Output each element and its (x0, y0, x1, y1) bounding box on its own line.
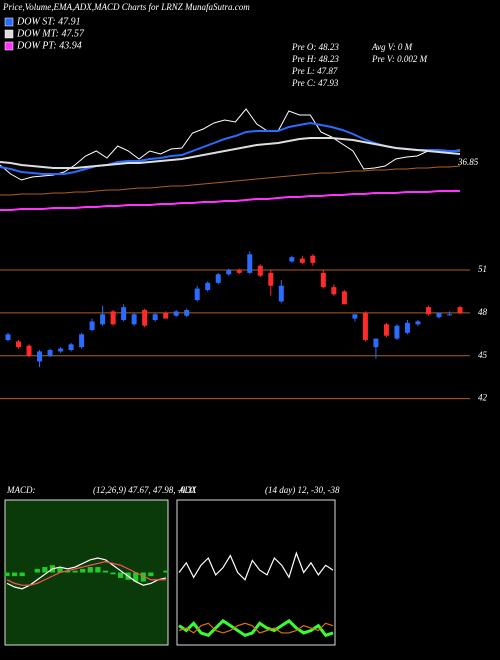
page-title: Price,Volume,EMA,ADX,MACD Charts for LRN… (2, 2, 250, 12)
histogram-bar (87, 567, 93, 573)
indicator-line (6, 557, 167, 590)
candle-body (247, 254, 253, 273)
panel-frame (176, 499, 336, 646)
indicator-line (178, 622, 334, 634)
histogram-bar (140, 572, 146, 582)
candle-body (394, 325, 400, 339)
legend-swatch (4, 29, 14, 39)
candle-body (194, 288, 200, 300)
y-tick-label: 48 (478, 307, 488, 317)
candle-body (310, 255, 316, 263)
panel-subtitle: (12,26,9) 47.67, 47.98, -0.31 (93, 485, 197, 495)
legend-swatch (4, 17, 14, 27)
histogram-bar (57, 567, 63, 573)
candle-body (173, 311, 179, 316)
candle-body (47, 350, 53, 356)
histogram-bar (163, 570, 169, 573)
histogram-bar (117, 572, 124, 578)
candle-body (131, 314, 137, 325)
candle-body (163, 312, 169, 319)
candle-body (89, 321, 95, 330)
info-text: Pre V: 0.002 M (371, 54, 428, 64)
candle-body (26, 345, 32, 356)
price-line (0, 165, 461, 196)
histogram-bar (64, 570, 71, 573)
legend-label: DOW PT: 43.94 (16, 40, 82, 51)
candle-body (5, 334, 11, 340)
candle-body (268, 272, 274, 286)
price-line (0, 108, 461, 181)
candle-body (100, 314, 106, 325)
price-line (0, 190, 460, 211)
candle-body (278, 285, 284, 302)
candle-body (68, 344, 74, 350)
indicator-line (6, 561, 166, 586)
candle-body (331, 287, 337, 295)
candle-body (320, 272, 326, 288)
candle-body (457, 307, 463, 313)
candle-body (205, 282, 211, 290)
y-tick-label: 45 (478, 350, 488, 360)
candle-body (373, 338, 379, 348)
info-text: Pre C: 47.93 (291, 78, 339, 88)
candle-body (79, 334, 85, 348)
candle-body (215, 274, 221, 283)
panel-title: ADX (178, 485, 197, 495)
histogram-bar (72, 570, 78, 573)
histogram-bar (110, 572, 116, 575)
info-text: Pre L: 47.87 (291, 66, 338, 76)
candle-body (425, 307, 431, 315)
histogram-bar (4, 572, 10, 577)
histogram-bar (34, 568, 40, 573)
histogram-bar (19, 572, 25, 577)
candle-body (289, 257, 295, 262)
y-tick-label: 42 (478, 393, 488, 403)
indicator-line (178, 551, 334, 581)
candle-body (341, 291, 347, 305)
candle-body (257, 265, 263, 276)
legend-label: DOW MT: 47.57 (16, 28, 85, 39)
legend-swatch (4, 41, 14, 51)
candle-body (58, 348, 64, 352)
histogram-bar (80, 568, 86, 573)
histogram-bar (148, 572, 154, 577)
info-text: Avg V: 0 M (371, 42, 413, 52)
histogram-bar (95, 567, 101, 573)
panel-subtitle: (14 day) 12, -30, -38 (265, 485, 340, 495)
candle-body (236, 270, 242, 273)
y-tick-label: 51 (478, 264, 487, 274)
info-text: Pre H: 48.23 (291, 54, 339, 64)
candle-body (404, 322, 410, 333)
legend-label: DOW ST: 47.91 (16, 16, 81, 27)
candle-body (436, 312, 442, 318)
candle-body (446, 314, 452, 316)
candle-body (184, 310, 190, 316)
candle-body (16, 341, 22, 348)
histogram-bar (133, 572, 139, 582)
info-text: Pre O: 48.23 (291, 42, 339, 52)
indicator-line (178, 618, 334, 638)
candle-body (226, 270, 232, 275)
candle-body (37, 351, 43, 362)
candle-body (383, 324, 389, 336)
candle-body (362, 312, 368, 340)
histogram-bar (102, 570, 109, 573)
candle-body (121, 307, 127, 320)
panel-title: MACD: (6, 485, 36, 495)
candle-body (142, 310, 148, 326)
candle-body (110, 311, 116, 325)
annotation: 36.85 (457, 157, 479, 167)
histogram-bar (11, 572, 18, 577)
price-line (0, 121, 460, 175)
price-line (0, 137, 461, 169)
candle-body (152, 314, 158, 320)
candle-body (299, 258, 305, 263)
histogram-bar (42, 567, 48, 573)
candle-body (352, 314, 358, 319)
candle-body (415, 321, 421, 325)
